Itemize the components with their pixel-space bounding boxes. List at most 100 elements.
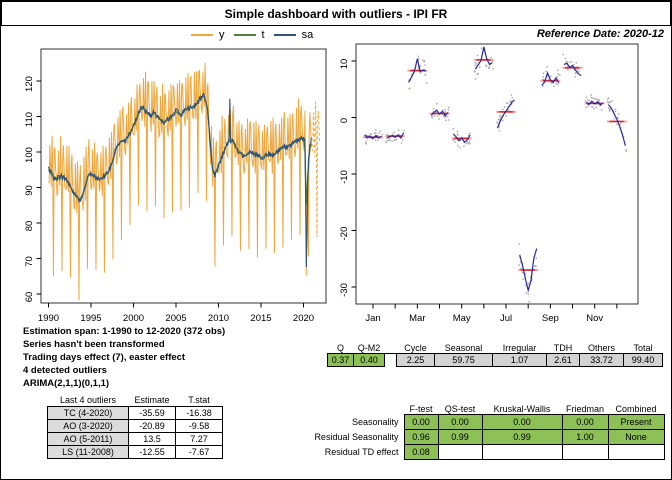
svg-text:Nov: Nov bbox=[586, 313, 603, 324]
table-header-cell: Last 4 outliers bbox=[47, 394, 129, 407]
table-cell: 0.00 bbox=[403, 414, 439, 430]
table-header-cell: Total bbox=[623, 342, 663, 354]
reference-date: Reference Date: 2020-12 bbox=[536, 28, 664, 40]
svg-text:2020: 2020 bbox=[293, 313, 314, 324]
table-header-cell: TDH bbox=[546, 342, 580, 354]
svg-text:10: 10 bbox=[339, 59, 350, 70]
table-cell bbox=[561, 444, 609, 460]
line-swatch-icon bbox=[273, 34, 296, 36]
table-header-cell: Q-M2 bbox=[353, 342, 385, 354]
table-header-cell bbox=[289, 403, 404, 415]
table-cell: Residual TD effect bbox=[289, 444, 404, 460]
line-swatch-icon bbox=[233, 34, 256, 36]
svg-text:-30: -30 bbox=[339, 283, 350, 297]
table-cell: 2.25 bbox=[396, 353, 435, 367]
line-swatch-icon bbox=[191, 34, 213, 36]
svg-text:Jan: Jan bbox=[365, 313, 380, 324]
table-cell: AO (5-2011) bbox=[47, 432, 129, 446]
svg-text:70: 70 bbox=[24, 256, 35, 267]
quality-measures-table: Q Q-M2 Cycle Seasonal Irregular TDH Others Tota… bbox=[327, 342, 663, 367]
outliers-count-text: 4 detected outliers bbox=[23, 365, 107, 376]
table-header-cell: Seasonal bbox=[434, 342, 493, 354]
table-row: AO (5-2011) 13.5 7.27 bbox=[47, 432, 223, 446]
table-cell bbox=[384, 353, 397, 367]
svg-text:-20: -20 bbox=[339, 227, 350, 241]
table-cell: 99.40 bbox=[623, 353, 663, 367]
legend-item-sa: sa bbox=[273, 29, 313, 41]
table-row: Seasonality 0.00 0.00 0.00 0.00 Present bbox=[289, 414, 665, 430]
table-cell bbox=[481, 444, 563, 460]
table-cell: 1.00 bbox=[561, 429, 609, 445]
legend-label-t: t bbox=[261, 29, 265, 41]
svg-text:90: 90 bbox=[24, 185, 35, 196]
svg-text:60: 60 bbox=[24, 292, 35, 303]
table-header-cell: Irregular bbox=[492, 342, 547, 354]
table-cell: -20.89 bbox=[128, 419, 176, 433]
table-cell: 7.27 bbox=[175, 432, 223, 446]
legend-item-t: t bbox=[233, 29, 265, 41]
table-cell: Seasonality bbox=[289, 414, 404, 430]
svg-text:2000: 2000 bbox=[123, 313, 144, 324]
svg-text:2005: 2005 bbox=[165, 313, 186, 324]
dashboard-title-bar: Simple dashboard with outliers - IPI FR bbox=[1, 1, 671, 26]
table-cell: Residual Seasonality bbox=[289, 429, 404, 445]
legend-label-y: y bbox=[219, 29, 225, 41]
table-row: TC (4-2020) -35.59 -16.38 bbox=[47, 406, 223, 420]
seasonality-tests-table: F-test QS-test Kruskal-Wallis Friedman Combi… bbox=[289, 403, 665, 460]
table-cell: Present bbox=[607, 414, 665, 430]
trading-days-text: Trading days effect (7), easter effect bbox=[23, 352, 186, 363]
table-cell: 0.40 bbox=[353, 353, 385, 367]
table-cell: 2.61 bbox=[546, 353, 580, 367]
left-timeseries-plot: 60 70 80 90 100 110 120 1990 1995 2000 2005 2010 201… bbox=[24, 48, 327, 324]
svg-text:1995: 1995 bbox=[80, 313, 101, 324]
legend-item-y: y bbox=[191, 29, 225, 41]
table-header-cell: F-test bbox=[404, 403, 438, 415]
table-cell: 0.99 bbox=[437, 429, 483, 445]
svg-text:Jul: Jul bbox=[500, 313, 512, 324]
table-header-cell: QS-test bbox=[438, 403, 482, 415]
svg-text:May: May bbox=[453, 313, 471, 324]
svg-text:1990: 1990 bbox=[38, 313, 59, 324]
table-cell: -12.55 bbox=[128, 445, 176, 459]
svg-text:80: 80 bbox=[24, 221, 35, 232]
table-header-cell: Friedman bbox=[562, 403, 608, 415]
table-cell: 0.96 bbox=[403, 429, 439, 445]
table-cell: -16.38 bbox=[175, 406, 223, 420]
table-header-cell: Kruskal-Wallis bbox=[482, 403, 562, 415]
table-cell: -9.58 bbox=[175, 419, 223, 433]
table-header-cell: Others bbox=[579, 342, 624, 354]
table-cell: 0.37 bbox=[327, 353, 354, 367]
page-title: Simple dashboard with outliers - IPI FR bbox=[224, 6, 448, 21]
svg-text:120: 120 bbox=[24, 76, 35, 92]
table-cell: AO (3-2020) bbox=[47, 419, 129, 433]
svg-text:2010: 2010 bbox=[208, 313, 229, 324]
table-cell: 59.75 bbox=[434, 353, 493, 367]
table-cell: 0.00 bbox=[561, 414, 609, 430]
table-header-cell: Cycle bbox=[396, 342, 435, 354]
model-info: Estimation span: 1-1990 to 12-2020 (372 … bbox=[23, 325, 225, 390]
table-header-cell: T.stat bbox=[175, 394, 223, 407]
table-cell: -7.67 bbox=[175, 445, 223, 459]
table-header-cell: Q bbox=[327, 342, 354, 354]
table-cell bbox=[437, 444, 483, 460]
table-row: AO (3-2020) -20.89 -9.58 bbox=[47, 419, 223, 433]
table-header-cell: Estimate bbox=[128, 394, 176, 407]
svg-text:Sep: Sep bbox=[542, 313, 559, 324]
outliers-table: Last 4 outliers Estimate T.stat TC (4-2020)… bbox=[47, 394, 223, 459]
series-legend: y t sa bbox=[191, 29, 313, 41]
table-row: Residual TD effect 0.08 bbox=[289, 444, 665, 460]
transformation-text: Series hasn't been transformed bbox=[23, 339, 165, 350]
table-cell: LS (11-2008) bbox=[47, 445, 129, 459]
svg-text:100: 100 bbox=[24, 147, 35, 163]
table-row: Residual Seasonality 0.96 0.99 0.99 1.00 None bbox=[289, 429, 665, 445]
arima-model-text: ARIMA(2,1,1)(0,1,1) bbox=[23, 378, 110, 389]
table-cell: -35.59 bbox=[128, 406, 176, 420]
table-cell: 0.08 bbox=[403, 444, 439, 460]
table-header-cell bbox=[384, 342, 397, 354]
svg-text:2015: 2015 bbox=[250, 313, 271, 324]
svg-text:-10: -10 bbox=[339, 170, 350, 184]
table-cell: None bbox=[607, 429, 665, 445]
table-row: LS (11-2008) -12.55 -7.67 bbox=[47, 445, 223, 459]
